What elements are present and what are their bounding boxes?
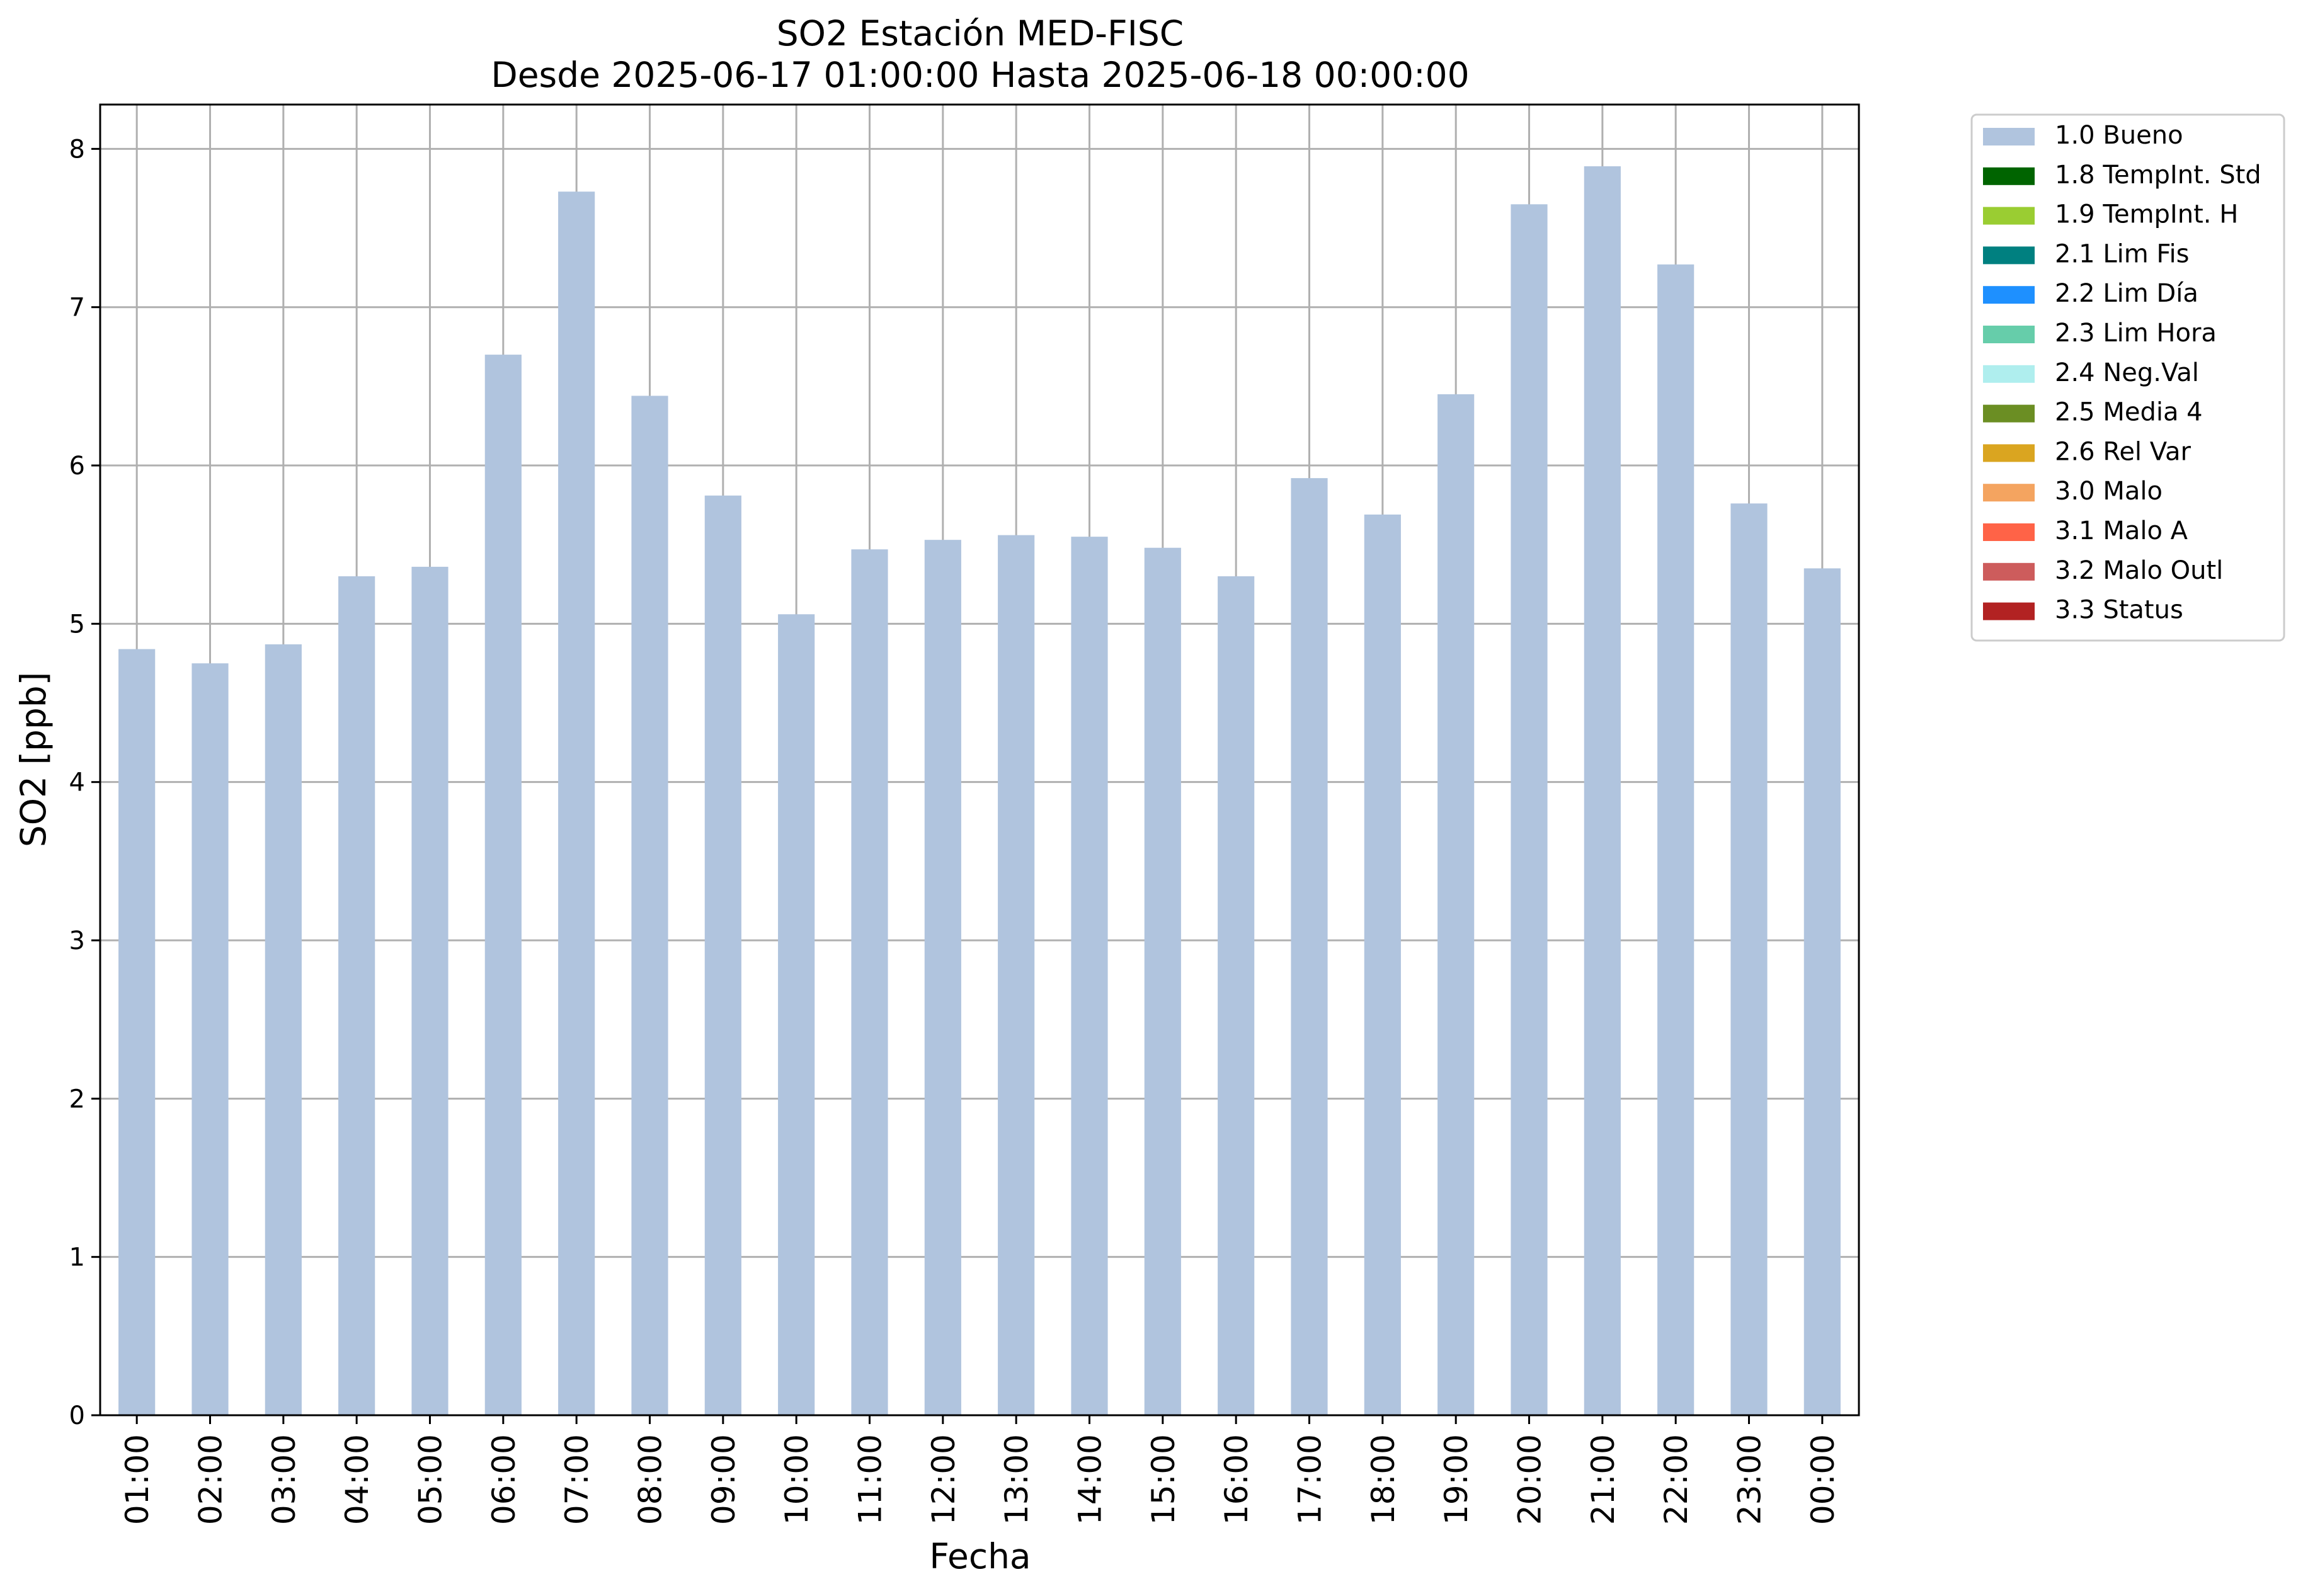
bar-1100 xyxy=(851,549,888,1415)
bar-1900 xyxy=(1437,394,1475,1415)
legend-swatch xyxy=(1983,207,2035,225)
legend-label: 1.0 Bueno xyxy=(2055,121,2183,150)
legend-swatch xyxy=(1983,444,2035,462)
bar-1700 xyxy=(1291,478,1328,1415)
x-tick-label: 07:00 xyxy=(559,1434,595,1525)
legend-label: 2.3 Lim Hora xyxy=(2055,319,2217,348)
x-tick-label: 04:00 xyxy=(339,1434,375,1525)
y-tick-label: 6 xyxy=(69,452,85,481)
legend-swatch xyxy=(1983,128,2035,145)
legend-label: 2.5 Media 4 xyxy=(2055,398,2203,427)
bar-0500 xyxy=(411,566,449,1416)
bar-1600 xyxy=(1218,576,1255,1415)
y-tick-label: 0 xyxy=(69,1401,85,1430)
chart-subtitle: Desde 2025-06-17 01:00:00 Hasta 2025-06-… xyxy=(491,55,1469,95)
y-axis-ticks: 0 1 2 3 4 5 6 7 8 xyxy=(69,135,100,1430)
x-tick-label: 21:00 xyxy=(1585,1434,1621,1525)
bar-1200 xyxy=(924,540,961,1416)
y-tick-label: 4 xyxy=(69,768,85,797)
bar-1400 xyxy=(1071,537,1108,1415)
x-tick-label: 08:00 xyxy=(632,1434,669,1525)
x-tick-label: 10:00 xyxy=(779,1434,815,1525)
x-tick-label: 22:00 xyxy=(1658,1434,1694,1525)
x-tick-label: 20:00 xyxy=(1512,1434,1548,1525)
bar-1300 xyxy=(998,535,1035,1415)
legend-label: 3.2 Malo Outl xyxy=(2055,556,2223,585)
legend-swatch xyxy=(1983,523,2035,541)
bar-0900 xyxy=(704,495,741,1415)
legend-box xyxy=(1970,113,2285,642)
y-tick-label: 8 xyxy=(69,135,85,164)
chart-title: SO2 Estación MED-FISC xyxy=(777,13,1184,54)
x-axis-ticks: 01:00 02:00 03:00 04:00 05:00 06:00 07:00 08:00… xyxy=(119,1415,1841,1525)
legend-swatch xyxy=(1983,326,2035,343)
legend-label: 3.0 Malo xyxy=(2055,477,2163,506)
bar-0400 xyxy=(338,576,375,1415)
legend-label: 1.8 TempInt. Std xyxy=(2055,161,2261,190)
x-tick-label: 13:00 xyxy=(998,1434,1035,1525)
bar-0200 xyxy=(191,663,229,1415)
bar-1800 xyxy=(1364,514,1401,1415)
y-axis-label: SO2 [ppb] xyxy=(13,672,54,847)
x-tick-label: 16:00 xyxy=(1218,1434,1255,1525)
x-tick-label: 11:00 xyxy=(852,1434,889,1525)
legend-swatch xyxy=(1983,484,2035,502)
bar-2100 xyxy=(1584,166,1621,1416)
bar-1500 xyxy=(1144,547,1181,1416)
x-tick-label: 17:00 xyxy=(1292,1434,1329,1525)
bar-0300 xyxy=(265,644,302,1415)
legend-label: 3.3 Status xyxy=(2055,596,2183,625)
bar-0000 xyxy=(1803,568,1841,1415)
y-tick-label: 2 xyxy=(69,1085,85,1114)
legend-swatch xyxy=(1983,167,2035,185)
x-tick-label: 15:00 xyxy=(1145,1434,1182,1525)
bar-0600 xyxy=(484,355,522,1415)
legend-swatch xyxy=(1983,365,2035,383)
bar-2200 xyxy=(1657,264,1694,1415)
x-tick-label: 00:00 xyxy=(1805,1434,1841,1525)
legend-label: 3.1 Malo A xyxy=(2055,516,2188,545)
legend-label: 1.9 TempInt. H xyxy=(2055,200,2238,229)
x-tick-label: 18:00 xyxy=(1365,1434,1402,1525)
y-tick-label: 1 xyxy=(69,1243,85,1272)
y-tick-label: 7 xyxy=(69,294,85,322)
x-tick-label: 05:00 xyxy=(413,1434,449,1525)
legend-swatch xyxy=(1983,562,2035,581)
legend-label: 2.1 Lim Fis xyxy=(2055,239,2189,268)
legend-swatch xyxy=(1983,286,2035,304)
bar-2000 xyxy=(1511,204,1548,1416)
legend-swatch xyxy=(1983,246,2035,265)
x-tick-label: 23:00 xyxy=(1732,1434,1768,1525)
legend-label: 2.4 Neg.Val xyxy=(2055,358,2199,387)
x-tick-label: 12:00 xyxy=(925,1434,962,1525)
x-tick-label: 03:00 xyxy=(266,1434,302,1525)
bar-series xyxy=(118,166,1841,1416)
x-tick-label: 19:00 xyxy=(1438,1434,1475,1525)
legend-label: 2.6 Rel Var xyxy=(2055,437,2192,466)
bar-0800 xyxy=(631,396,668,1415)
y-tick-label: 3 xyxy=(69,926,85,955)
x-axis-label: Fecha xyxy=(929,1536,1031,1576)
bar-0700 xyxy=(558,191,595,1415)
bar-2300 xyxy=(1730,503,1768,1415)
legend-label: 2.2 Lim Día xyxy=(2055,279,2198,308)
x-tick-label: 09:00 xyxy=(706,1434,742,1525)
legend-swatch xyxy=(1983,602,2035,620)
x-tick-label: 02:00 xyxy=(193,1434,229,1525)
legend: 1.0 Bueno 1.8 TempInt. Std 1.9 TempInt. H 2… xyxy=(1970,113,2285,642)
x-tick-label: 14:00 xyxy=(1072,1434,1109,1525)
x-tick-label: 01:00 xyxy=(119,1434,156,1525)
y-tick-label: 5 xyxy=(69,610,85,639)
x-tick-label: 06:00 xyxy=(486,1434,522,1525)
legend-swatch xyxy=(1983,404,2035,423)
bar-1000 xyxy=(778,614,815,1415)
plot-frame xyxy=(99,103,1860,1416)
bar-0100 xyxy=(118,649,156,1415)
